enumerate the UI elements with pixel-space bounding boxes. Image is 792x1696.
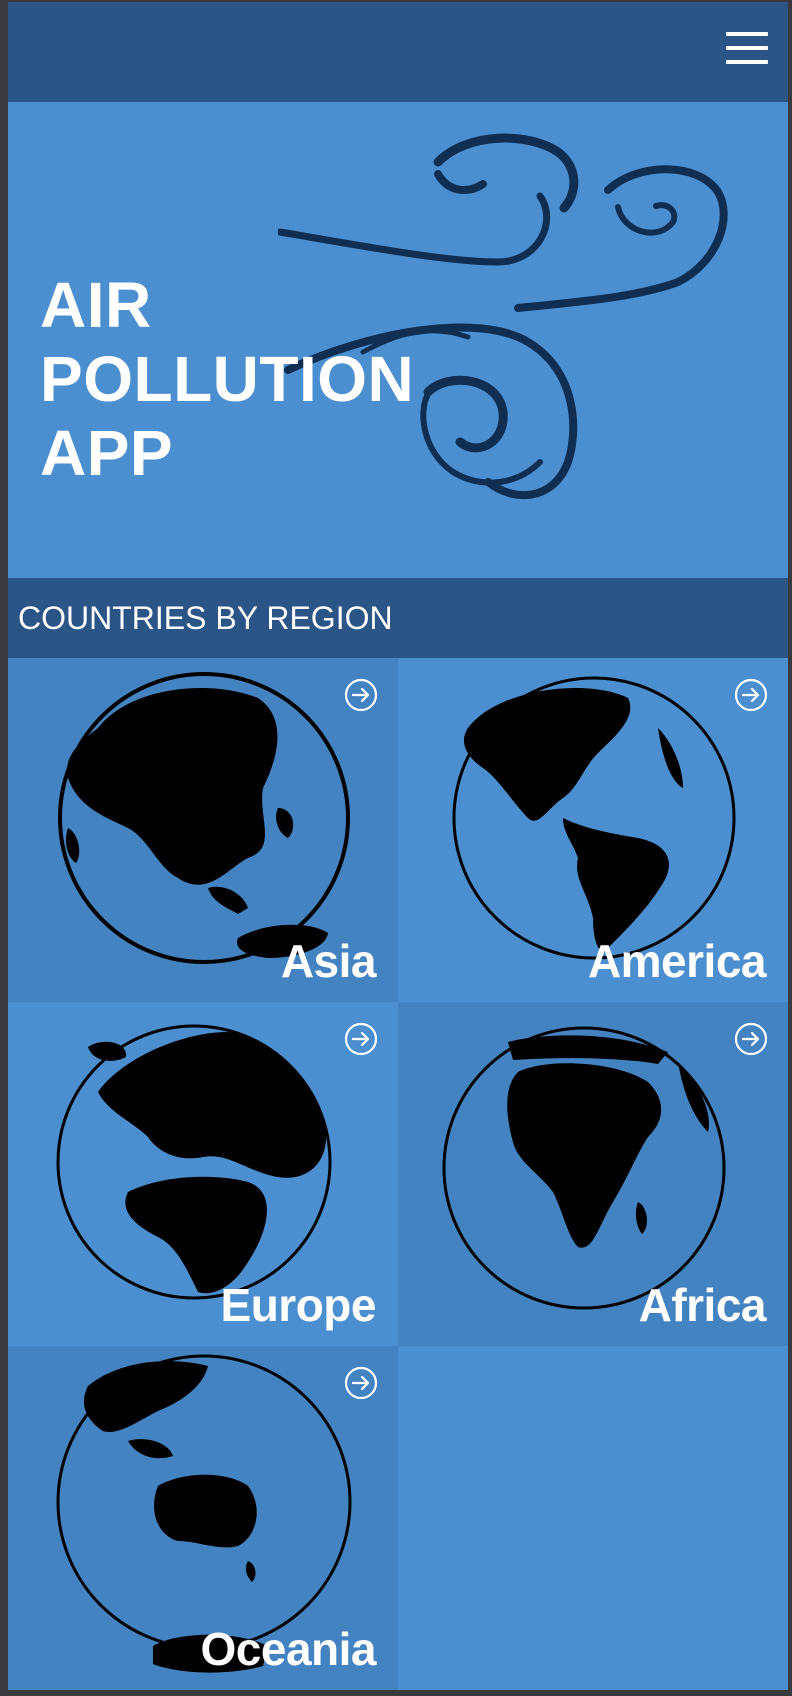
wind-swirls-icon	[278, 133, 728, 499]
region-tile-oceania[interactable]: Oceania	[8, 1346, 398, 1690]
app-title-line1: AIR POLLUTION	[40, 269, 415, 415]
region-name: Europe	[220, 1279, 377, 1331]
empty-tile	[398, 1346, 788, 1690]
region-tile-europe[interactable]: Europe	[8, 1002, 398, 1346]
arrow-right-circle-icon	[344, 1022, 378, 1056]
hero-banner: AIR POLLUTION APP	[8, 102, 788, 578]
section-header: COUNTRIES BY REGION	[8, 578, 788, 658]
region-name: Africa	[638, 1279, 767, 1331]
region-tile-africa[interactable]: Africa	[398, 1002, 788, 1346]
app-title-line2: APP	[40, 417, 174, 489]
hamburger-menu-icon[interactable]	[726, 32, 768, 66]
arrow-right-circle-icon	[734, 1022, 768, 1056]
region-name: Oceania	[200, 1623, 377, 1675]
section-title: COUNTRIES BY REGION	[18, 600, 393, 636]
globe-america-icon	[452, 676, 736, 960]
app-screen: AIR POLLUTION APP COUNTRIES BY REGION As…	[8, 2, 788, 1690]
region-name: Asia	[280, 935, 377, 987]
globe-asia-icon	[58, 672, 350, 964]
region-tile-america[interactable]: America	[398, 658, 788, 1002]
app-title: AIR POLLUTION APP	[40, 268, 520, 490]
globe-europe-icon	[56, 1024, 332, 1300]
top-bar	[8, 2, 788, 102]
arrow-right-circle-icon	[734, 678, 768, 712]
globe-africa-icon	[442, 1026, 726, 1310]
arrow-right-circle-icon	[344, 1366, 378, 1400]
arrow-right-circle-icon	[344, 678, 378, 712]
region-tile-asia[interactable]: Asia	[8, 658, 398, 1002]
region-name: America	[587, 935, 767, 987]
globe-oceania-icon	[56, 1354, 352, 1673]
